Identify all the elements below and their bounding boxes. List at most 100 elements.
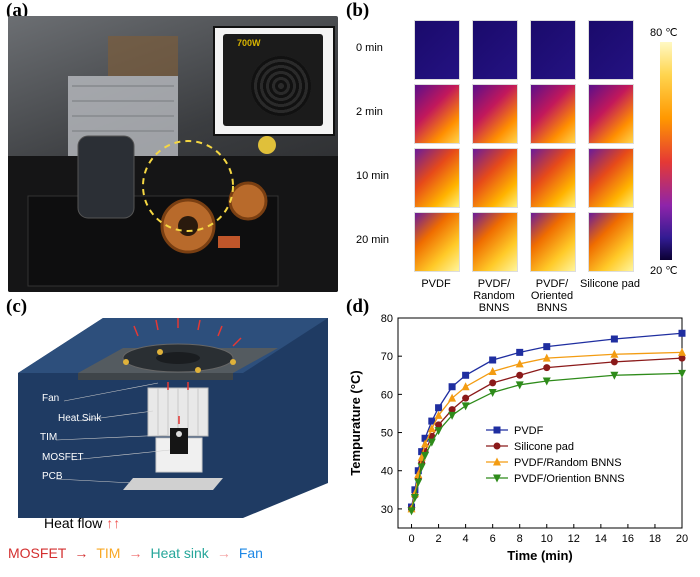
data-point <box>493 474 501 483</box>
y-tick-label: 40 <box>381 466 393 478</box>
thermal-image <box>588 148 634 208</box>
psu-fan-grille <box>251 56 311 116</box>
data-point <box>410 493 419 502</box>
data-point <box>678 369 686 378</box>
thermal-image <box>530 84 576 144</box>
data-point <box>448 383 456 391</box>
psu-case: 700W <box>223 34 323 126</box>
flow-step: Heat sink <box>150 545 209 561</box>
data-point <box>489 356 497 364</box>
data-point <box>414 478 423 487</box>
data-point <box>516 348 524 356</box>
flow-step: TIM <box>96 545 121 561</box>
data-point <box>543 343 551 351</box>
time-label: 2 min <box>356 106 383 118</box>
data-point <box>493 457 501 466</box>
heat-flow-schematic: Fan Heat Sink TIM MOSFET PCB <box>8 318 334 518</box>
thermal-column-label: PVDF/ Random BNNS <box>473 278 515 314</box>
data-point <box>678 354 686 362</box>
temperature-chart: 0 2 4 6 8 10 12 14 16 18 20 30 40 50 60 70 80 Time (min) T… <box>344 310 694 572</box>
data-point <box>542 353 551 362</box>
legend-label: Silicone pad <box>514 441 574 453</box>
flow-arrow-icon: → <box>74 545 89 561</box>
data-point <box>610 358 618 366</box>
panel-label-b: (b) <box>346 0 370 21</box>
legend-label: PVDF/Random BNNS <box>514 457 622 469</box>
colorbar-min-label: 20 ℃ <box>650 265 678 277</box>
thermal-image <box>414 20 460 80</box>
time-label: 0 min <box>356 42 383 54</box>
data-point <box>488 388 497 397</box>
data-point <box>515 359 524 368</box>
x-tick-label: 6 <box>490 533 496 545</box>
data-point <box>515 381 524 390</box>
data-point <box>407 507 416 516</box>
data-point <box>678 347 686 356</box>
x-tick-label: 12 <box>568 533 580 545</box>
power-supply-photo: 700W <box>8 16 338 292</box>
thermal-image <box>472 148 518 208</box>
data-point <box>461 402 470 411</box>
thermal-image <box>530 148 576 208</box>
psu-inset-photo: 700W <box>213 26 335 136</box>
series-line <box>410 351 683 510</box>
x-tick-label: 0 <box>408 533 414 545</box>
time-label: 10 min <box>356 170 390 182</box>
power-supply-illustration <box>8 36 338 292</box>
thermal-image <box>472 84 518 144</box>
component-label: TIM <box>40 432 58 443</box>
data-point <box>462 394 470 402</box>
temperature-chart-svg: 0 2 4 6 8 10 12 14 16 18 20 30 40 50 60 70 80 Time (min) T… <box>348 313 688 563</box>
thermal-image <box>414 212 460 272</box>
component-label: Heat Sink <box>58 413 102 424</box>
data-point <box>448 406 456 414</box>
flow-step: MOSFET <box>8 545 67 561</box>
x-tick-label: 14 <box>595 533 607 545</box>
x-tick-label: 20 <box>676 533 688 545</box>
legend-label: PVDF <box>514 425 544 437</box>
data-point <box>435 404 443 412</box>
thermal-image <box>414 84 460 144</box>
thermal-column-label: PVDF <box>421 278 451 290</box>
x-tick-label: 8 <box>517 533 523 545</box>
data-point <box>488 366 497 375</box>
thermal-image <box>530 212 576 272</box>
data-point <box>417 463 426 472</box>
data-point <box>610 335 618 343</box>
x-tick-label: 18 <box>649 533 661 545</box>
data-point <box>428 417 436 425</box>
thermal-image <box>472 212 518 272</box>
y-tick-label: 50 <box>381 428 393 440</box>
data-point <box>427 424 436 433</box>
psu-wattage-label: 700W <box>237 38 261 48</box>
plot-frame <box>397 317 683 529</box>
heat-flow-arrows: ↑↑ <box>106 515 121 531</box>
colorbar-max-label: 80 ℃ <box>650 27 678 39</box>
data-point <box>448 411 457 420</box>
x-axis-label: Time (min) <box>507 548 573 563</box>
thermal-column-label: PVDF/ Oriented BNNS <box>530 278 574 314</box>
data-point <box>421 434 429 442</box>
y-tick-label: 60 <box>381 389 393 401</box>
data-point <box>434 427 443 436</box>
data-point <box>434 410 443 419</box>
x-tick-label: 16 <box>622 533 634 545</box>
component-label: PCB <box>42 471 63 482</box>
flow-arrow-icon: → <box>128 545 143 561</box>
data-point <box>462 371 470 379</box>
data-point <box>542 377 551 386</box>
data-point <box>610 349 619 358</box>
thermal-column-label: Silicone pad <box>580 278 640 290</box>
thermal-image <box>414 148 460 208</box>
data-point <box>610 371 619 380</box>
x-tick-label: 2 <box>436 533 442 545</box>
component-label: MOSFET <box>42 452 84 463</box>
panel-label-c: (c) <box>6 296 28 317</box>
y-tick-label: 30 <box>381 504 393 516</box>
thermal-image <box>472 20 518 80</box>
data-point <box>493 442 501 450</box>
y-tick-label: 80 <box>381 313 393 325</box>
data-point <box>543 364 551 372</box>
heat-flow-legend: Heat flow ↑↑ <box>44 515 120 531</box>
data-point <box>435 421 443 429</box>
